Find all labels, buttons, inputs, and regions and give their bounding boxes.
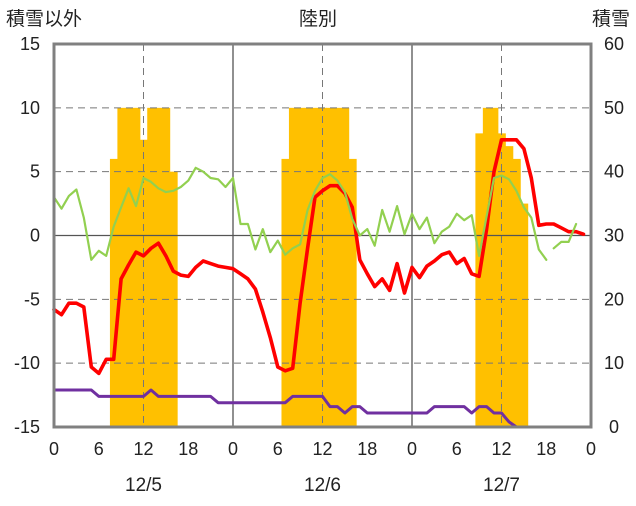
snow-bar-10 xyxy=(288,107,297,427)
snow-bar-3 xyxy=(132,107,141,427)
right-axis-label: 積雪 xyxy=(592,8,630,30)
left-tick-label-6: -15 xyxy=(14,417,40,437)
right-tick-label-1: 50 xyxy=(604,98,624,118)
left-tick-label-5: -10 xyxy=(14,353,40,373)
left-tick-label-2: 5 xyxy=(30,162,40,182)
right-tick-label-6: 0 xyxy=(609,417,619,437)
snow-bar-14 xyxy=(318,107,327,427)
snow-bar-24 xyxy=(512,158,521,427)
snow-bar-18 xyxy=(348,158,357,427)
x-tick-label-10: 12 xyxy=(491,439,511,459)
left-tick-label-4: -5 xyxy=(24,289,40,309)
chart-title: 陸別 xyxy=(299,8,337,30)
snow-bar-23 xyxy=(505,146,514,427)
x-tick-label-3: 18 xyxy=(178,439,198,459)
left-tick-label-0: 15 xyxy=(20,34,40,54)
grid-lines xyxy=(54,44,591,427)
snow-bar-6 xyxy=(154,107,163,427)
snow-depth-bars xyxy=(109,107,529,427)
snow-bar-15 xyxy=(326,107,335,427)
right-tick-label-5: 10 xyxy=(604,353,624,373)
series-lines xyxy=(52,138,593,429)
left-tick-label-3: 0 xyxy=(30,226,40,246)
snow-bar-9 xyxy=(281,158,290,427)
snow-bar-7 xyxy=(162,107,171,427)
series-line-1 xyxy=(52,166,578,261)
snow-bar-19 xyxy=(475,133,484,427)
x-tick-label-2: 12 xyxy=(133,439,153,459)
x-tick-label-6: 12 xyxy=(312,439,332,459)
snow-bar-21 xyxy=(490,107,499,427)
date-label-2: 12/7 xyxy=(483,475,520,496)
snow-bar-8 xyxy=(169,171,178,427)
snow-bar-20 xyxy=(482,107,491,427)
series-line-0 xyxy=(52,138,586,376)
snow-bar-25 xyxy=(520,203,529,427)
x-tick-label-5: 6 xyxy=(273,439,283,459)
snow-bar-5 xyxy=(147,107,156,427)
x-tick-label-11: 18 xyxy=(536,439,556,459)
date-label-0: 12/5 xyxy=(125,475,162,496)
right-tick-label-4: 20 xyxy=(604,289,624,309)
x-tick-label-7: 18 xyxy=(357,439,377,459)
snow-bar-16 xyxy=(333,107,342,427)
plot-border xyxy=(52,42,593,429)
x-tick-label-1: 6 xyxy=(94,439,104,459)
right-tick-label-0: 60 xyxy=(604,34,624,54)
x-tick-label-8: 0 xyxy=(407,439,417,459)
plot-frame xyxy=(52,42,593,429)
date-label-1: 12/6 xyxy=(304,475,341,496)
series-line-2 xyxy=(52,388,593,429)
left-axis-label: 積雪以外 xyxy=(6,8,82,30)
x-tick-label-0: 0 xyxy=(49,439,59,459)
snow-bar-12 xyxy=(303,107,312,427)
right-tick-label-3: 30 xyxy=(604,226,624,246)
x-tick-label-12: 0 xyxy=(586,439,596,459)
snow-bar-13 xyxy=(311,107,320,427)
x-tick-label-4: 0 xyxy=(228,439,238,459)
x-tick-label-9: 6 xyxy=(452,439,462,459)
snow-bar-1 xyxy=(117,107,126,427)
right-tick-label-2: 40 xyxy=(604,162,624,182)
snow-bar-17 xyxy=(341,107,350,427)
left-tick-label-1: 10 xyxy=(20,98,40,118)
snow-bar-22 xyxy=(497,133,506,427)
snow-bar-0 xyxy=(109,158,118,427)
snow-bar-11 xyxy=(296,107,305,427)
snow-bar-4 xyxy=(139,139,148,427)
